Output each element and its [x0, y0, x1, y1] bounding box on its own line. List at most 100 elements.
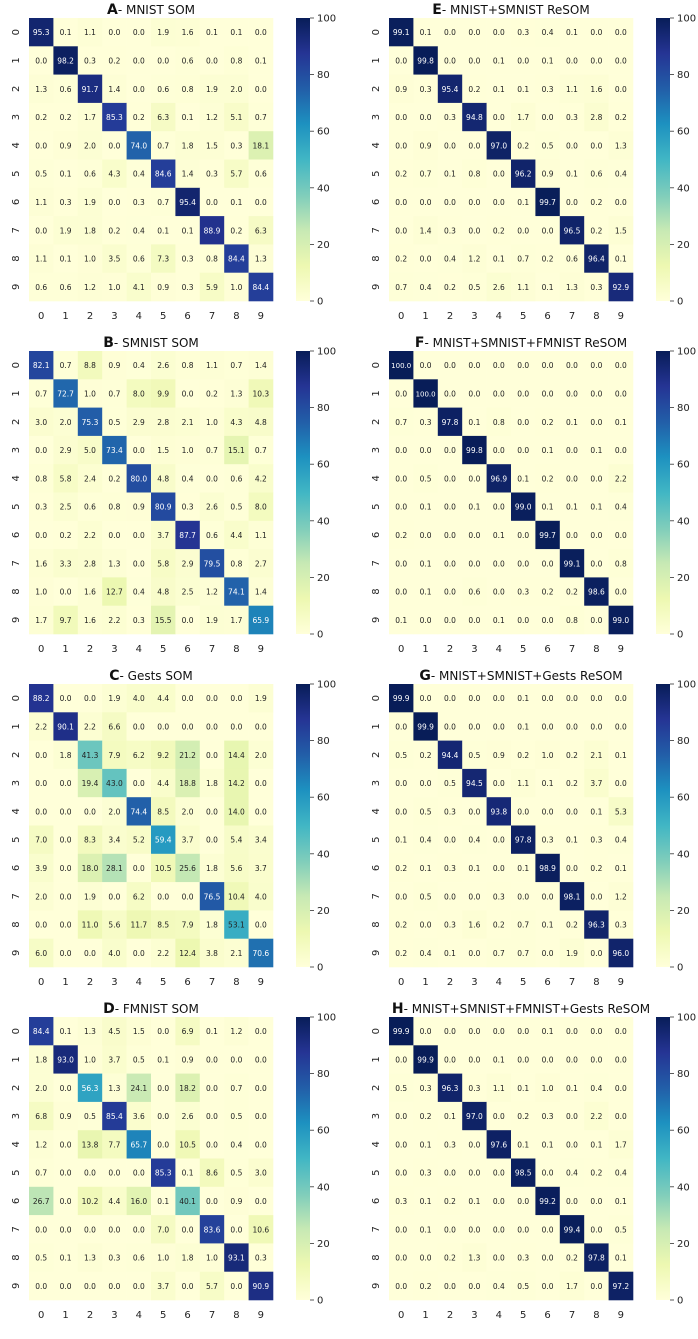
cell-value-label: 0.3: [84, 56, 96, 65]
heatmap-cell: [175, 216, 201, 245]
cell-value-label: 0.5: [395, 751, 407, 760]
heatmap-cell: [559, 351, 585, 380]
cell-value-label: 99.9: [393, 694, 410, 703]
heatmap-cell: [77, 1101, 103, 1131]
cell-value-label: 14.4: [228, 751, 245, 760]
heatmap-cell: [175, 605, 201, 635]
cell-value-label: 0.3: [182, 503, 194, 512]
heatmap-cell: [53, 102, 79, 132]
heatmap-cell: [462, 605, 487, 635]
heatmap-cell: [29, 1186, 54, 1216]
y-tick-label: 9: [371, 950, 382, 956]
heatmap-cell: [248, 577, 274, 606]
cell-value-label: 0.0: [395, 56, 407, 65]
heatmap-cell: [29, 882, 54, 911]
cell-value-label: 0.1: [517, 198, 529, 207]
heatmap-cell: [175, 187, 201, 217]
cell-value-label: 88.2: [33, 694, 50, 703]
heatmap-cell: [486, 740, 512, 770]
heatmap-cell: [175, 74, 201, 104]
heatmap-cell: [102, 407, 127, 437]
cell-value-label: 0.1: [420, 559, 432, 568]
cell-value-label: 0.0: [60, 1197, 72, 1206]
cell-value-label: 0.2: [108, 226, 120, 235]
cell-value-label: 0.0: [206, 722, 218, 731]
cell-value-label: 2.8: [84, 559, 96, 568]
heatmap-cell: [413, 159, 439, 189]
x-tick-label: 7: [209, 644, 215, 655]
heatmap-cell: [486, 1271, 512, 1301]
cell-value-label: 3.9: [35, 864, 47, 873]
cell-value-label: 93.1: [228, 1254, 245, 1263]
cell-value-label: 0.0: [255, 85, 267, 94]
cell-value-label: 0.7: [255, 113, 267, 122]
cell-value-label: 1.0: [84, 389, 96, 398]
cell-value-label: 0.2: [395, 531, 407, 540]
cell-value-label: 94.8: [466, 113, 483, 122]
cell-value-label: 99.1: [564, 559, 581, 568]
cell-value-label: 95.3: [33, 28, 50, 37]
heatmap-cell: [413, 1215, 439, 1244]
heatmap-cell: [559, 1017, 585, 1046]
cell-value-label: 0.1: [566, 28, 578, 37]
heatmap-cell: [486, 18, 512, 47]
heatmap-cell: [102, 1158, 127, 1188]
heatmap-cell: [437, 797, 463, 826]
cell-value-label: 0.0: [255, 1055, 267, 1064]
cell-value-label: 0.0: [60, 1225, 72, 1234]
heatmap-cell: [462, 216, 487, 245]
cell-value-label: 0.0: [444, 722, 456, 731]
cell-value-label: 0.1: [230, 28, 242, 37]
cell-value-label: 0.0: [395, 1254, 407, 1263]
cell-value-label: 0.0: [395, 226, 407, 235]
cell-value-label: 0.0: [230, 1282, 242, 1291]
heatmap-cell: [437, 492, 463, 522]
cell-value-label: 6.3: [157, 113, 169, 122]
cell-value-label: 0.0: [420, 198, 432, 207]
heatmap-cell: [584, 520, 609, 550]
cell-value-label: 0.0: [615, 198, 627, 207]
heatmap-cell: [248, 1130, 274, 1159]
heatmap-cell: [126, 131, 152, 160]
heatmap-cell: [126, 159, 152, 189]
cell-value-label: 0.0: [255, 1027, 267, 1036]
heatmap-cell: [53, 464, 79, 493]
y-tick-label: 8: [371, 921, 382, 927]
cell-value-label: 7.0: [157, 1225, 169, 1234]
y-tick-label: 4: [371, 475, 382, 481]
heatmap-cell: [559, 74, 585, 104]
heatmap-cell: [413, 882, 439, 911]
heatmap-cell: [584, 351, 609, 380]
heatmap-cell: [151, 464, 176, 493]
cell-value-label: 0.1: [615, 1254, 627, 1263]
heatmap-cell: [248, 1271, 274, 1301]
heatmap-cell: [77, 1271, 103, 1301]
heatmap-cell: [389, 1271, 414, 1301]
cell-value-label: 0.1: [493, 616, 505, 625]
cell-value-label: 0.0: [108, 1169, 120, 1178]
cell-value-label: 0.4: [615, 170, 627, 179]
cell-value-label: 0.2: [590, 864, 602, 873]
cell-value-label: 0.0: [157, 1112, 169, 1121]
cell-value-label: 5.4: [230, 836, 242, 845]
heatmap-cell: [102, 882, 127, 911]
cell-value-label: 0.7: [108, 389, 120, 398]
heatmap-cell: [413, 18, 439, 47]
heatmap-cell: [77, 882, 103, 911]
cell-value-label: 0.0: [60, 1084, 72, 1093]
cell-value-label: 100.0: [391, 362, 411, 370]
cell-value-label: 0.6: [182, 56, 194, 65]
cell-value-label: 0.3: [444, 113, 456, 122]
cell-value-label: 21.2: [179, 751, 196, 760]
cell-value-label: 5.0: [84, 446, 96, 455]
cell-value-label: 0.0: [108, 141, 120, 150]
panel-title-text: SMNIST SOM: [122, 336, 199, 350]
y-tick-label: 0: [371, 29, 382, 35]
cell-value-label: 0.0: [517, 226, 529, 235]
y-tick-label: 7: [371, 893, 382, 899]
y-tick-label: 8: [11, 255, 22, 261]
cell-value-label: 0.1: [590, 807, 602, 816]
cell-value-label: 0.0: [615, 1112, 627, 1121]
heatmap-cell: [462, 740, 487, 770]
heatmap-cell: [199, 712, 225, 741]
